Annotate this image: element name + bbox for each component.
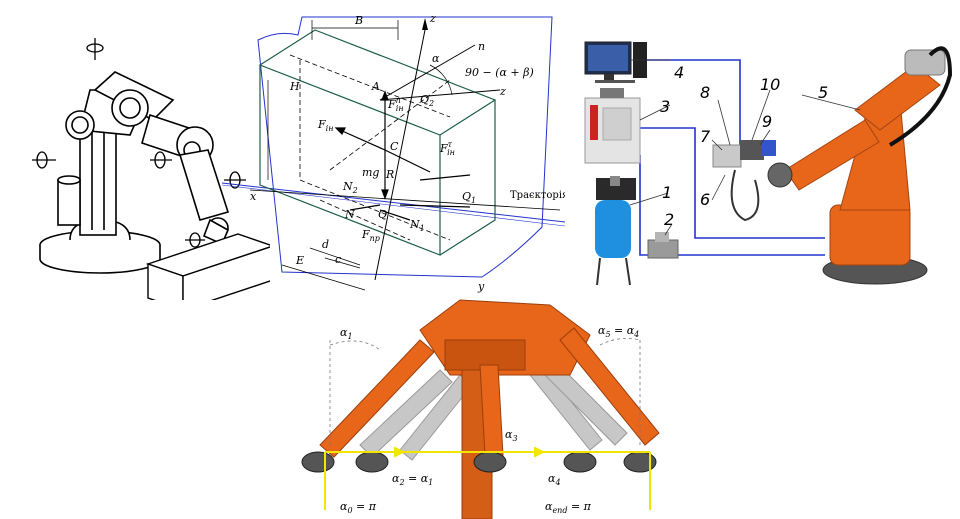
dim-d-label: d (322, 238, 329, 251)
rotation-arrow-icon (224, 171, 246, 189)
dim-E-label: E (295, 254, 304, 267)
computer-workstation (584, 41, 647, 83)
robot-sketch-figure (0, 30, 270, 300)
alpha-angle-label: α (432, 52, 440, 65)
angle-alpha3-label: α3 (505, 428, 518, 443)
trajectory-label: Траєкторія (510, 190, 565, 201)
industrial-robot (767, 46, 953, 285)
callout-8: 8 (700, 83, 710, 102)
force-Fin-label: Fін (317, 118, 333, 133)
dim-H-label: H (289, 80, 300, 93)
air-compressor (595, 176, 636, 286)
force-diagram-figure: B H z n α 90 − (α + β) z A Fn ін Q2 Fін F… (215, 0, 565, 300)
callout-10: 10 (760, 75, 780, 94)
y-axis-label: y (477, 280, 485, 293)
callout-9: 9 (762, 112, 772, 131)
force-Fpr-label: Fпр (361, 228, 380, 243)
rotation-arrow-icon (32, 151, 56, 169)
welding-power-unit (584, 88, 641, 164)
force-N-label: N (344, 208, 355, 221)
angle-alphaend-label: αend = π (545, 500, 592, 515)
force-Fin-tau-label: Fτ ін (439, 140, 455, 157)
callout-1: 1 (662, 183, 672, 202)
point-C-label: C (390, 140, 399, 153)
dim-B-label: B (354, 14, 363, 27)
force-Fin-n-label: Fn ін (387, 96, 404, 113)
z-axis-label: z (499, 85, 506, 98)
callout-2: 2 (664, 210, 674, 229)
force-Q-label: Q (378, 208, 387, 221)
callout-5: 5 (818, 83, 828, 102)
control-unit (647, 232, 679, 259)
dim-c-label: c (335, 253, 341, 266)
normal-n-label: n (478, 40, 485, 53)
angle-alpha5-label: α5 = α4 (598, 324, 639, 339)
force-R-label: R (385, 168, 394, 181)
rotation-arrow-icon (86, 38, 104, 60)
angle-alpha1-label: α1 (340, 326, 353, 341)
angle-alpha0-label: α0 = π (340, 500, 377, 515)
welding-torch (712, 140, 776, 222)
z-axis-top-label: z (429, 12, 436, 25)
force-Q2-label: Q2 (420, 93, 434, 108)
force-N1-label: N1 (409, 218, 425, 233)
callout-3: 3 (660, 97, 670, 116)
rotation-arrow-icon (185, 232, 205, 248)
angle-alpha2-label: α2 = α1 (392, 472, 433, 487)
x-axis-label: x (250, 190, 257, 203)
force-mg-label: mg (362, 166, 379, 179)
force-N2-label: N2 (342, 180, 358, 195)
angle-alpha4-label: α4 (548, 472, 561, 487)
callout-7: 7 (700, 127, 711, 146)
point-A-label: A (371, 80, 380, 93)
callout-4: 4 (674, 63, 684, 82)
parallel-robot-figure: α1 α5 = α4 α3 α2 = α1 α4 α0 = π αend = π (290, 298, 680, 519)
welding-setup-figure: 4 3 1 2 5 6 7 8 9 10 (575, 30, 960, 295)
rotation-arrow-icon (150, 151, 172, 169)
angle-expression-label: 90 − (α + β) (465, 66, 534, 79)
callout-6: 6 (700, 190, 710, 209)
force-Q1-label: Q1 (462, 190, 476, 205)
